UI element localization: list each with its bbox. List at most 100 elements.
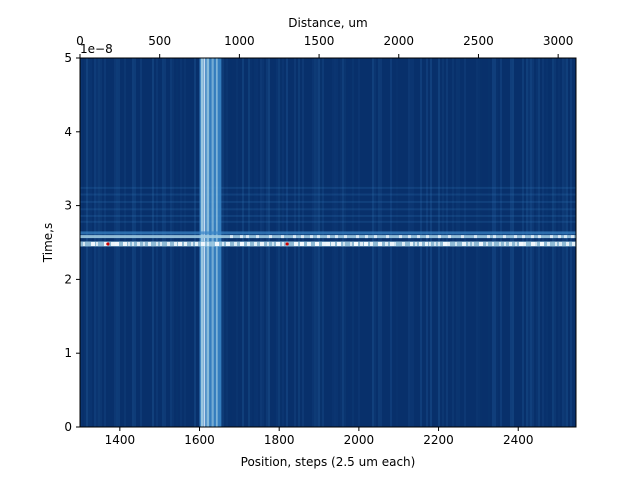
band-speckle bbox=[83, 241, 85, 246]
x-axis: 1400 1600 1800 2000 2200 2400 Position, steps … bbox=[105, 427, 534, 469]
band-speckle bbox=[104, 241, 108, 246]
y-tick-label: 5 bbox=[64, 51, 72, 65]
band-speckle bbox=[479, 241, 483, 246]
band-speckle bbox=[514, 235, 517, 239]
hot-spot bbox=[106, 242, 110, 246]
top-axis-title: Distance, um bbox=[288, 16, 367, 30]
band-speckle bbox=[143, 241, 145, 246]
band-speckle bbox=[448, 235, 451, 239]
band-speckle bbox=[276, 241, 280, 246]
band-speckle bbox=[356, 235, 359, 239]
band-speckle bbox=[523, 241, 526, 246]
band-speckle bbox=[572, 241, 575, 246]
band-speckle bbox=[564, 235, 567, 239]
band-speckle bbox=[492, 241, 494, 246]
top-tick-label: 2500 bbox=[463, 34, 494, 48]
heatmap-texture-row bbox=[80, 186, 576, 189]
x-tick-label: 1600 bbox=[184, 433, 215, 447]
band-speckle bbox=[301, 235, 304, 239]
band-speckle bbox=[378, 241, 382, 246]
band-speckle bbox=[137, 241, 140, 246]
band-speckle bbox=[167, 241, 170, 246]
band-speckle bbox=[256, 235, 259, 239]
band-speckle bbox=[443, 241, 447, 246]
top-tick-label: 3000 bbox=[543, 34, 574, 48]
band-speckle bbox=[335, 235, 338, 239]
band-speckle bbox=[434, 241, 436, 246]
band-speckle bbox=[531, 241, 535, 246]
band-speckle bbox=[426, 235, 429, 239]
y-tick-label: 3 bbox=[64, 199, 72, 213]
band-speckle bbox=[307, 241, 311, 246]
band-speckle bbox=[447, 241, 450, 246]
band-speckle bbox=[115, 241, 119, 246]
band-speckle bbox=[310, 235, 313, 239]
band-speckle bbox=[370, 241, 373, 246]
band-speckle bbox=[156, 241, 158, 246]
band-speckle bbox=[247, 241, 250, 246]
band-speckle bbox=[160, 241, 162, 246]
top-tick-label: 1000 bbox=[224, 34, 255, 48]
band-speckle bbox=[472, 241, 474, 246]
band-speckle bbox=[547, 241, 550, 246]
band-speckle bbox=[350, 241, 352, 246]
x-axis-title: Position, steps (2.5 um each) bbox=[241, 455, 416, 469]
band-speckle bbox=[207, 241, 209, 246]
band-speckle bbox=[317, 235, 320, 239]
heatmap-texture bbox=[80, 186, 576, 223]
band-speckle bbox=[461, 235, 464, 239]
band-speckle bbox=[132, 241, 134, 246]
band-speckle bbox=[269, 235, 272, 239]
band-speckle bbox=[390, 241, 394, 246]
band-speckle bbox=[487, 235, 490, 239]
band-speckle bbox=[294, 241, 298, 246]
y-tick-label: 4 bbox=[64, 125, 72, 139]
band-speckle bbox=[499, 241, 501, 246]
band-speckle bbox=[364, 241, 368, 246]
band-speckle bbox=[493, 235, 496, 239]
y-axis: 0 1 2 3 4 5 Time,s bbox=[41, 51, 80, 434]
top-tick-label: 1500 bbox=[304, 34, 335, 48]
y-tick-label: 0 bbox=[64, 420, 72, 434]
band-speckle bbox=[550, 235, 553, 239]
heatmap-texture-row bbox=[80, 208, 576, 211]
band-speckle bbox=[327, 235, 330, 239]
band-speckle bbox=[558, 235, 561, 239]
band-speckle bbox=[555, 241, 557, 246]
band-speckle bbox=[365, 235, 368, 239]
x-tick-label: 2000 bbox=[344, 433, 375, 447]
band-speckle bbox=[509, 241, 512, 246]
band-speckle bbox=[360, 241, 363, 246]
top-tick-label: 2000 bbox=[383, 34, 414, 48]
band-speckle bbox=[415, 241, 417, 246]
band-speckle bbox=[91, 241, 95, 246]
band-speckle bbox=[96, 241, 98, 246]
band-speckle bbox=[240, 235, 243, 239]
band-speckle bbox=[234, 241, 237, 246]
top-tick-label: 500 bbox=[148, 34, 171, 48]
band-speckle bbox=[322, 241, 326, 246]
band-speckle bbox=[535, 241, 537, 246]
band-speckle bbox=[230, 235, 233, 239]
band-speckle bbox=[272, 241, 274, 246]
band-speckle bbox=[215, 241, 219, 246]
band-speckle bbox=[331, 241, 335, 246]
band-speckle bbox=[222, 241, 224, 246]
band-speckle bbox=[486, 241, 488, 246]
band-speckle bbox=[425, 241, 428, 246]
band-speckle bbox=[344, 235, 347, 239]
band-speckle bbox=[148, 241, 151, 246]
band-speckle bbox=[123, 241, 127, 246]
x-tick-label: 1400 bbox=[105, 433, 136, 447]
band-speckle bbox=[522, 235, 525, 239]
band-speckle bbox=[408, 235, 411, 239]
band-speckle bbox=[462, 241, 466, 246]
y-tick-label: 2 bbox=[64, 272, 72, 286]
band-speckle bbox=[429, 241, 431, 246]
x-tick-label: 2400 bbox=[503, 433, 534, 447]
band-speckle bbox=[337, 241, 341, 246]
x-tick-label: 1800 bbox=[264, 433, 295, 447]
band-speckle bbox=[504, 241, 506, 246]
band-speckle bbox=[226, 241, 230, 246]
band-speckle bbox=[315, 241, 319, 246]
